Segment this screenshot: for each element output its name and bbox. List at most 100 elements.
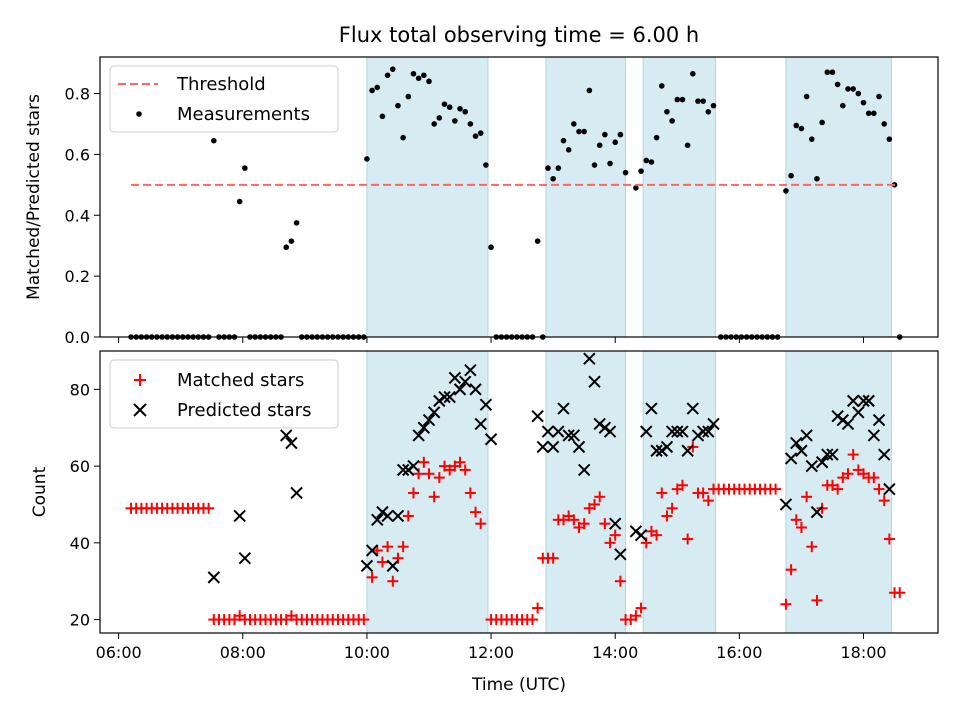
predicted-stars-point xyxy=(867,429,881,442)
predicted-stars-point xyxy=(396,463,410,477)
measurement-point xyxy=(550,175,556,182)
matched-stars-point xyxy=(806,541,818,553)
measurement-point xyxy=(690,70,696,77)
y-tick-label: 80 xyxy=(70,380,90,399)
matched-stars-point xyxy=(868,472,880,484)
y-tick-label: 0.6 xyxy=(65,145,90,164)
matched-stars-point xyxy=(594,491,606,503)
measurement-point xyxy=(633,185,639,191)
legend-measurements-swatch xyxy=(136,111,142,117)
predicted-stars-point xyxy=(280,429,293,442)
top-y-axis: 0.0 0.2 0.4 0.6 0.8 xyxy=(65,85,100,347)
matched-stars-point xyxy=(418,456,430,468)
matched-stars-point xyxy=(847,449,859,461)
measurement-point xyxy=(488,244,494,251)
matched-stars-point xyxy=(402,510,414,522)
measurement-point xyxy=(834,81,841,88)
bottom-y-axis-label: Count xyxy=(30,466,50,517)
matched-stars-point xyxy=(883,533,895,545)
predicted-stars-point xyxy=(233,509,246,523)
measurement-point xyxy=(653,134,660,141)
bottom-y-axis: 20 40 60 80 xyxy=(70,380,100,630)
predicted-stars-point xyxy=(790,436,803,450)
predicted-stars-point xyxy=(815,456,829,469)
predicted-stars-point xyxy=(453,383,467,396)
predicted-stars-point xyxy=(676,425,689,438)
observing-window-4 xyxy=(785,350,892,634)
matched-stars-point xyxy=(651,529,663,541)
predicted-stars-point xyxy=(784,452,798,465)
predicted-stars-point xyxy=(557,402,570,415)
matched-stars-point xyxy=(470,506,482,518)
predicted-stars-point xyxy=(671,425,684,438)
measurement-point xyxy=(596,142,603,149)
matched-stars-point xyxy=(780,598,792,610)
predicted-stars-point xyxy=(474,417,487,431)
measurement-point xyxy=(860,99,867,106)
predicted-stars-point xyxy=(464,363,477,377)
x-tick-label: 16:00 xyxy=(716,643,762,662)
predicted-stars-point xyxy=(541,425,555,438)
matched-stars-point xyxy=(790,514,802,526)
matched-stars-point xyxy=(697,487,709,499)
bottom-legend-frame xyxy=(109,359,339,429)
measurement-point xyxy=(483,162,489,168)
predicted-stars-point xyxy=(438,390,451,404)
measurement-point xyxy=(808,136,815,142)
measurement-point xyxy=(421,72,427,79)
predicted-stars-point xyxy=(660,440,674,454)
legend-predicted-label: Predicted stars xyxy=(177,400,311,421)
measurement-point xyxy=(850,86,856,92)
measurement-point xyxy=(534,238,541,244)
predicted-stars-point xyxy=(609,517,622,530)
y-tick-label: 0.0 xyxy=(65,328,90,347)
matched-stars-point xyxy=(785,564,797,576)
predicted-stars-point xyxy=(779,498,793,511)
observing-window-4 xyxy=(785,56,892,338)
measurement-point xyxy=(446,104,453,111)
measurement-point xyxy=(211,137,217,144)
matched-stars-point xyxy=(376,556,388,568)
predicted-stars-point xyxy=(640,425,653,438)
x-tick-label: 12:00 xyxy=(468,643,514,662)
matched-stars-point xyxy=(609,529,621,541)
measurement-point xyxy=(803,93,810,100)
measurement-point xyxy=(679,96,686,103)
predicted-stars-point xyxy=(862,394,875,408)
matched-stars-point xyxy=(801,491,813,503)
predicted-stars-point xyxy=(427,406,441,419)
measurement-point xyxy=(426,78,432,85)
predicted-stars-point xyxy=(702,425,715,438)
matched-stars-point xyxy=(770,483,782,495)
predicted-stars-point xyxy=(360,559,374,573)
matched-stars-point xyxy=(878,495,890,507)
predicted-stars-point xyxy=(841,417,855,431)
predicted-stars-point xyxy=(681,444,694,457)
y-tick-label: 20 xyxy=(70,611,90,630)
predicted-stars-point xyxy=(536,440,550,454)
predicted-stars-point xyxy=(583,352,596,365)
predicted-stars-point xyxy=(365,544,379,557)
measurement-point xyxy=(674,96,681,103)
matched-stars-point xyxy=(459,464,471,476)
matched-stars-point xyxy=(873,483,885,495)
predicted-stars-point xyxy=(795,444,808,457)
predicted-stars-point xyxy=(479,398,493,411)
measurement-point xyxy=(415,75,422,82)
measurement-point xyxy=(431,121,437,127)
top-legend: Threshold Measurements xyxy=(109,65,339,133)
measurement-point xyxy=(374,84,381,91)
measurement-point xyxy=(565,147,572,153)
legend-predicted-swatch xyxy=(133,403,147,417)
predicted-stars-point xyxy=(696,425,710,438)
measurement-point xyxy=(410,70,417,77)
x-tick-label: 06:00 xyxy=(96,643,142,662)
predicted-stars-point xyxy=(800,429,813,442)
predicted-stars-point xyxy=(207,571,221,584)
predicted-stars-point xyxy=(872,413,886,427)
measurement-point xyxy=(664,108,670,115)
matched-stars-point xyxy=(526,614,538,626)
predicted-stars-point xyxy=(877,448,891,461)
matched-stars-point xyxy=(842,468,854,480)
measurement-point xyxy=(798,125,805,132)
